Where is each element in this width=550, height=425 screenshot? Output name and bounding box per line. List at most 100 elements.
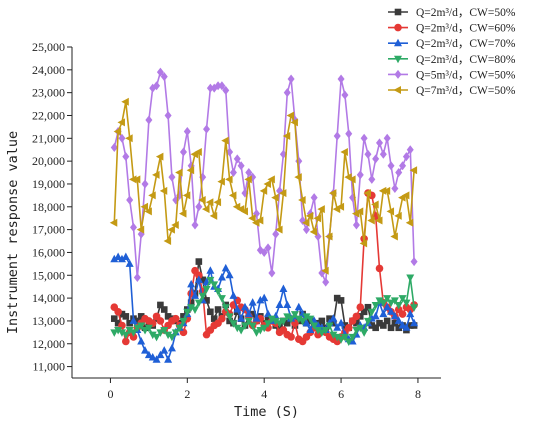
legend-marker [394,38,402,47]
data-point [406,274,415,283]
data-point [383,317,391,325]
legend-label: Q=5m³/d，CW=50% [416,69,516,81]
y-tick-label: 11,000 [32,360,65,374]
data-point [402,152,410,162]
data-point [222,85,230,95]
data-point [132,175,141,184]
legend-item-2: Q=2m³/d，CW=60% [388,23,516,35]
data-point [406,145,414,155]
data-point [195,271,203,280]
data-point [141,327,150,335]
data-point [394,211,402,220]
data-point [348,333,357,342]
data-point [129,329,138,337]
data-point [360,133,368,143]
data-point [283,88,291,98]
data-point [364,303,372,311]
legend-label: Q=2m³/d，CW=50% [416,7,516,19]
data-point [244,309,253,318]
data-point [233,305,242,313]
data-point [144,350,153,359]
data-point [367,308,376,317]
data-point [267,175,275,184]
data-point [114,308,122,316]
data-point [260,293,269,302]
data-point [114,327,123,335]
y-tick-label: 19,000 [32,177,65,191]
data-point [371,200,379,209]
data-point [387,299,396,308]
data-point [410,318,419,327]
data-point [171,314,180,323]
legend: Q=2m³/d，CW=50% Q=2m³/d，CW=60% Q=2m³/d，CW=7… [388,7,516,97]
data-point [206,83,214,93]
data-point [406,322,414,329]
data-point [156,317,165,325]
data-point [410,304,419,312]
data-point [167,333,176,342]
data-point [295,156,303,166]
series-layer [109,67,419,363]
y-tick-label: 12,000 [32,337,65,351]
data-point [410,257,418,267]
data-point [178,209,187,218]
data-point [287,315,296,324]
data-point [287,74,295,84]
data-point [395,324,403,332]
data-point [171,329,180,337]
legend-label: Q=2m³/d，CW=70% [416,38,516,50]
data-point [406,309,415,318]
data-point [260,324,269,333]
data-point [294,302,303,311]
data-point [283,319,291,327]
data-point [183,308,192,317]
data-point [313,214,321,223]
data-point [109,218,118,227]
data-point [233,154,241,164]
data-point [345,129,353,139]
data-point [344,323,353,332]
data-point [121,252,130,261]
data-point [237,314,246,322]
data-point [341,90,349,100]
data-point [198,195,206,204]
data-point [271,317,280,326]
data-point [390,311,399,320]
data-point [148,191,156,200]
data-point [356,303,365,312]
data-point [375,216,383,225]
data-point [298,317,307,326]
data-point [145,115,153,125]
data-point [191,220,199,230]
data-point [144,324,153,333]
data-point [126,195,134,205]
legend-item-5: Q=5m³/d，CW=50% [388,69,516,81]
data-point [260,247,268,257]
data-point [398,320,407,329]
data-point [344,338,353,346]
data-point [122,152,130,162]
data-point [225,313,234,321]
data-point [136,225,145,234]
data-point [383,302,392,311]
data-point [156,329,165,337]
data-point [275,225,283,234]
data-point [203,297,210,304]
data-point [194,275,203,283]
data-point [122,337,130,346]
data-point [191,291,199,299]
data-point [110,254,119,263]
x-tick-label: 2 [184,387,190,401]
data-point [337,318,346,327]
data-point [337,336,346,344]
y-axis-title: Instrument response value [5,131,21,334]
data-point [368,174,376,184]
data-point [171,221,179,230]
data-point [186,166,195,175]
data-point [325,232,333,241]
data-point [337,297,345,304]
data-point [245,168,253,178]
data-point [159,186,168,195]
data-point [282,132,291,141]
